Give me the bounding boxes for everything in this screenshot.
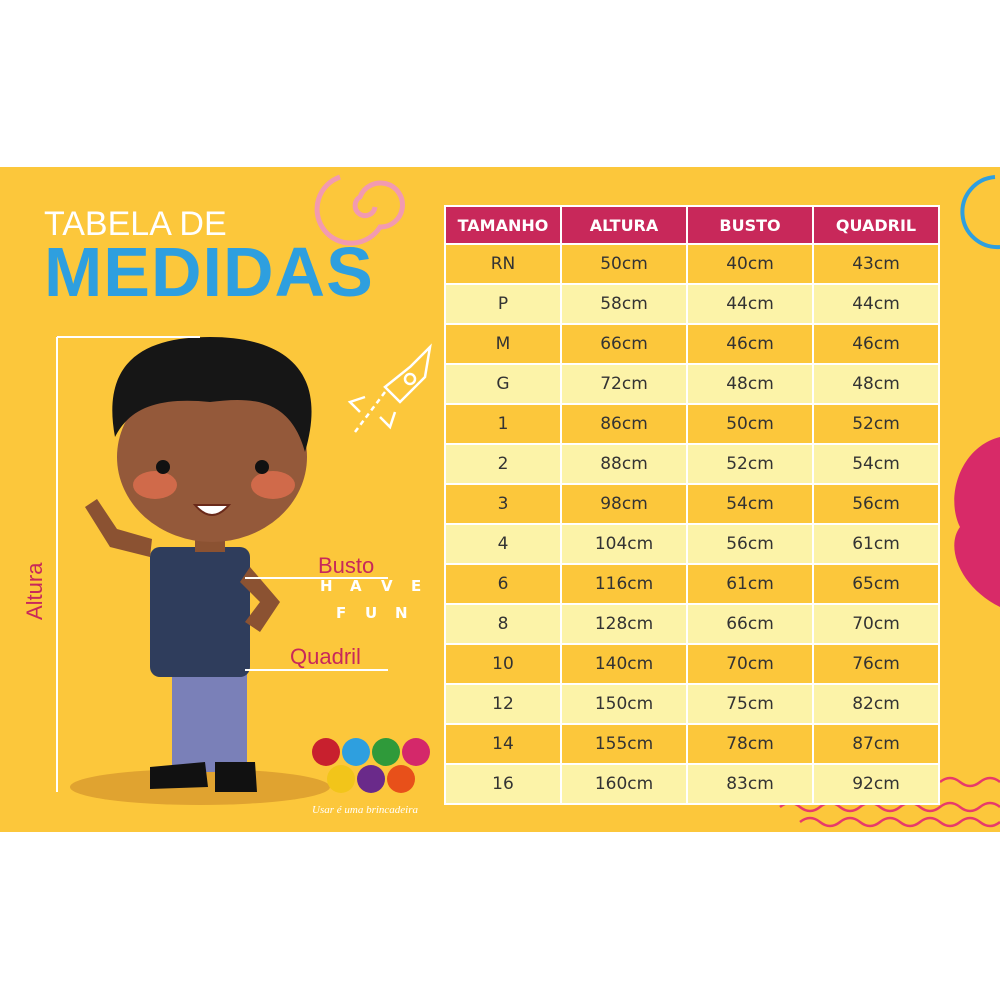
cell-size: 4 [446,525,560,563]
brand-tagline: Usar é uma brincadeira [312,804,419,816]
table-row: 10 140cm 70cm 76cm [446,645,938,683]
decorations [56,174,1000,828]
logo-letter: V [381,577,393,595]
cell-hip: 48cm [814,365,938,403]
title-line-1: TABELA DE [44,205,227,243]
table-row: M 66cm 46cm 46cm [446,325,938,363]
cell-bust: 44cm [688,285,812,323]
cell-hip: 82cm [814,685,938,723]
cell-height: 50cm [562,245,686,283]
table-row: 8 128cm 66cm 70cm [446,605,938,643]
logo-letter: H [320,577,333,595]
cell-height: 66cm [562,325,686,363]
cell-size: 6 [446,565,560,603]
table-row: 16 160cm 83cm 92cm [446,765,938,803]
logo-letter: F [336,604,347,622]
cell-hip: 87cm [814,725,938,763]
cell-bust: 54cm [688,485,812,523]
cell-height: 128cm [562,605,686,643]
cell-hip: 56cm [814,485,938,523]
table-row: 2 88cm 52cm 54cm [446,445,938,483]
cell-height: 160cm [562,765,686,803]
header-bust: BUSTO [688,207,812,243]
cell-bust: 61cm [688,565,812,603]
cell-bust: 78cm [688,725,812,763]
table-row: 6 116cm 61cm 65cm [446,565,938,603]
cell-hip: 54cm [814,445,938,483]
cell-height: 116cm [562,565,686,603]
cell-bust: 70cm [688,645,812,683]
header-height: ALTURA [562,207,686,243]
title-line-2: MEDIDAS [44,233,374,311]
cell-hip: 44cm [814,285,938,323]
label-bust: Busto [318,553,375,578]
cell-size: M [446,325,560,363]
cell-height: 150cm [562,685,686,723]
cell-size: 3 [446,485,560,523]
cell-hip: 46cm [814,325,938,363]
cell-size: G [446,365,560,403]
logo-letter: A [350,577,362,595]
cell-bust: 46cm [688,325,812,363]
cell-bust: 75cm [688,685,812,723]
measure-lines [56,336,388,792]
cell-size: 12 [446,685,560,723]
cell-height: 155cm [562,725,686,763]
table-row: 1 86cm 50cm 52cm [446,405,938,443]
cell-hip: 76cm [814,645,938,683]
cell-hip: 52cm [814,405,938,443]
cell-bust: 50cm [688,405,812,443]
spiral-decoration [314,174,405,246]
cell-bust: 83cm [688,765,812,803]
cell-size: 1 [446,405,560,443]
table-row: 4 104cm 56cm 61cm [446,525,938,563]
cell-hip: 65cm [814,565,938,603]
cell-height: 104cm [562,525,686,563]
cell-hip: 92cm [814,765,938,803]
cell-size: RN [446,245,560,283]
cell-size: 8 [446,605,560,643]
cell-size: 2 [446,445,560,483]
logo-letter: U [365,604,378,622]
logo-letter: N [395,604,408,622]
table-row: 12 150cm 75cm 82cm [446,685,938,723]
cell-size: 10 [446,645,560,683]
cell-height: 72cm [562,365,686,403]
circle-doodle [960,175,1000,250]
cell-height: 86cm [562,405,686,443]
table-row: P 58cm 44cm 44cm [446,285,938,323]
cell-height: 88cm [562,445,686,483]
logo-letter: E [411,577,422,595]
label-hip: Quadril [290,644,361,669]
header-hip: QUADRIL [814,207,938,243]
table-row: G 72cm 48cm 48cm [446,365,938,403]
table-row: RN 50cm 40cm 43cm [446,245,938,283]
have-fun-logo [312,738,430,793]
cell-height: 98cm [562,485,686,523]
rocket-icon [347,343,432,433]
cell-height: 58cm [562,285,686,323]
header-size: TAMANHO [446,207,560,243]
cell-size: 14 [446,725,560,763]
cell-bust: 56cm [688,525,812,563]
child-illustration [85,337,312,792]
cell-bust: 66cm [688,605,812,643]
size-table: TAMANHO ALTURA BUSTO QUADRIL RN 50cm 40cm 4… [444,205,940,805]
label-height: Altura [22,562,47,620]
table-header-row: TAMANHO ALTURA BUSTO QUADRIL [446,207,938,243]
table-row: 14 155cm 78cm 87cm [446,725,938,763]
cell-bust: 52cm [688,445,812,483]
table-row: 3 98cm 54cm 56cm [446,485,938,523]
cell-height: 140cm [562,645,686,683]
cell-hip: 70cm [814,605,938,643]
cell-bust: 40cm [688,245,812,283]
pink-leaf-decoration [954,437,1000,607]
wave-decoration [779,776,1000,828]
cell-hip: 43cm [814,245,938,283]
cell-hip: 61cm [814,525,938,563]
cell-size: 16 [446,765,560,803]
cell-bust: 48cm [688,365,812,403]
cell-size: P [446,285,560,323]
